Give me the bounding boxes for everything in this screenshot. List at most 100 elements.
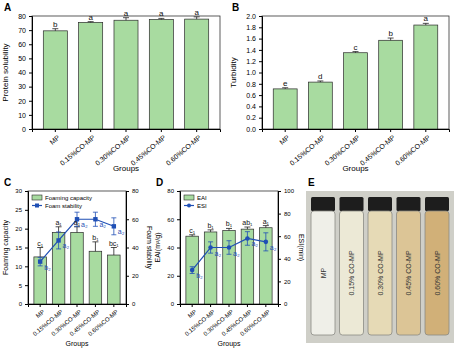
bar — [71, 232, 84, 304]
vial-cap — [368, 197, 392, 211]
x-axis-tick: 0.60%CO-MP — [87, 304, 119, 337]
x-axis-tick-mark — [55, 129, 56, 132]
bar — [344, 53, 368, 129]
x-axis-tick-label: 0.30%CO-MP — [202, 309, 234, 337]
legend-item: ESI — [184, 203, 207, 209]
y-axis-tick: 40 — [18, 69, 32, 76]
error-bar — [194, 17, 200, 19]
figure: baaaa01020304050607080MP0.15%CO-MP0.30%C… — [0, 0, 457, 350]
y-axis-tick-label: 80 — [18, 13, 26, 20]
y-axis-tick-mark — [29, 44, 32, 45]
y-axis-tick: 40 — [167, 245, 180, 251]
x-axis-tick-mark — [390, 129, 391, 132]
error-bar — [190, 267, 195, 274]
x-axis-tick-label: 0.60%CO-MP — [239, 309, 271, 337]
y2-axis-tick-label: 40 — [284, 256, 291, 262]
annotation: a₂ — [233, 250, 240, 257]
y2-axis-tick: 60 — [278, 234, 291, 240]
legend: Foaming capacityFoam stability — [32, 195, 92, 209]
bar — [223, 231, 236, 304]
annotation: a — [88, 13, 93, 22]
error-bar — [52, 29, 58, 31]
y2-axis-tick: 100 — [278, 188, 295, 194]
x-axis-tick-label: 0.45%CO-MP — [359, 133, 397, 166]
x-axis-tick-label: 0.30%CO-MP — [324, 133, 362, 166]
x-axis-tick-label: 0.60%CO-MP — [394, 133, 432, 166]
y2-axis-tick-label: 80 — [132, 188, 139, 194]
error-bar — [388, 38, 394, 40]
y2-axis-tick-mark — [278, 236, 281, 237]
x-axis-tick: 0.45%CO-MP — [359, 129, 397, 167]
plot-area — [43, 17, 208, 129]
annotation: a₁ — [263, 218, 270, 225]
x-axis-tick-mark — [229, 304, 230, 307]
y-axis-tick-label: 20 — [167, 273, 174, 279]
x-axis-tick-mark — [320, 129, 321, 132]
y2-axis-tick-mark — [126, 248, 129, 249]
x-axis-tick: 0.15%CO-MP — [288, 129, 326, 167]
y-axis-title: EAI(m²/g) — [154, 233, 162, 263]
x-axis-tick-mark — [90, 129, 91, 132]
plot-frame — [180, 191, 278, 304]
error-bar — [37, 248, 43, 257]
y-axis-tick-label: 1.6 — [246, 35, 256, 42]
error-bar — [56, 232, 61, 249]
x-axis-title: Groups — [113, 164, 139, 173]
y-axis-tick: 80 — [18, 13, 32, 20]
annotation: a — [424, 14, 429, 23]
y-axis-tick-label: 40 — [18, 69, 26, 76]
annotation: a — [124, 9, 129, 18]
x-axis: MP0.15%CO-MP0.30%CO-MP0.45%CO-MP0.60%CO-… — [263, 129, 450, 167]
error-bar — [263, 226, 269, 228]
error-bar — [423, 23, 429, 25]
plot-frame — [262, 16, 449, 129]
x-axis-tick-label: 0.15%CO-MP — [59, 133, 97, 166]
y2-axis-tick: 0 — [126, 301, 136, 307]
legend-marker — [35, 204, 39, 208]
x-axis-tick-mark — [210, 304, 211, 307]
x-axis-tick: 0.45%CO-MP — [129, 129, 167, 167]
legend-item: Foam stability — [32, 203, 82, 209]
y2-axis-tick-label: 80 — [284, 211, 291, 217]
plot-area — [186, 226, 272, 304]
y-axis-tick-mark — [177, 276, 180, 277]
bar — [89, 251, 102, 304]
legend-swatch — [184, 195, 194, 200]
y-axis-tick: 1.0 — [246, 69, 262, 76]
x-axis-title: Groups — [342, 164, 368, 173]
y-axis-tick-mark — [259, 39, 262, 40]
y2-axis-tick-label: 40 — [132, 245, 139, 251]
panel-title: E — [308, 177, 315, 188]
x-axis-tick: 0.60%CO-MP — [239, 304, 271, 337]
annotation: ab₁ — [242, 219, 253, 226]
y-axis-tick-mark — [259, 118, 262, 119]
panel-title: D — [156, 177, 163, 188]
y-axis-tick-label: 0 — [171, 301, 175, 307]
y2-axis-tick-label: 60 — [284, 234, 291, 240]
annotation: a₂ — [251, 240, 258, 247]
y-axis-tick-label: 10 — [15, 264, 22, 270]
bar — [273, 89, 297, 129]
y-axis-tick-mark — [259, 106, 262, 107]
y-axis-tick: 0.6 — [246, 92, 262, 99]
y-axis: 0.00.20.40.60.81.01.21.41.61.82.0 — [246, 13, 262, 133]
y-axis-tick: 0.0 — [246, 126, 262, 133]
y-axis-tick-label: 1.4 — [246, 47, 256, 54]
annotation: b₁ — [226, 220, 233, 227]
y-axis-tick: 2.0 — [246, 13, 262, 20]
y-axis-tick: 70 — [18, 27, 32, 34]
x-axis-tick-label: MP — [48, 133, 61, 145]
x-axis-tick-mark — [425, 129, 426, 132]
annotations: baaaa — [53, 8, 199, 29]
y-axis-tick: 5 — [19, 283, 28, 289]
legend: EAIESI — [184, 195, 207, 209]
x-axis-tick-mark — [285, 129, 286, 132]
y-axis-tick-mark — [25, 210, 28, 211]
y-axis-tick-label: 5 — [19, 283, 23, 289]
annotations: c₁b₁b₁ab₁a₁b₂a₂a₂a₂a₂ — [189, 218, 277, 279]
marker — [245, 236, 250, 241]
vial-caption: MP — [320, 267, 327, 278]
y-axis-tick: 15 — [15, 245, 28, 251]
annotation: b₂ — [44, 264, 51, 271]
y-axis-tick-label: 20 — [18, 97, 26, 104]
